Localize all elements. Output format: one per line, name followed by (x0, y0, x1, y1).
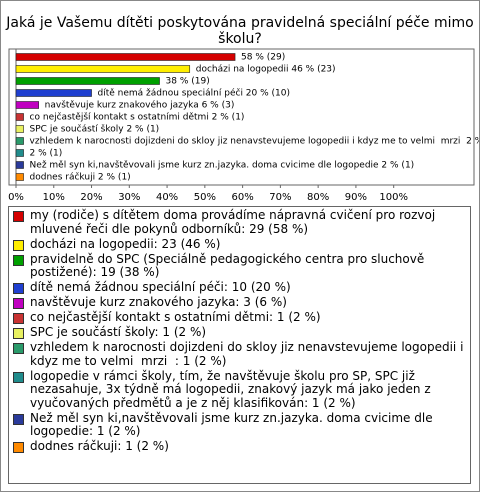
legend-label: navštěvuje kurz znakového jazyka: 3 (6 %… (30, 295, 287, 309)
legend-label: dodnes ráčkuji: 1 (2 %) (30, 439, 169, 453)
x-tick-label: 60% (231, 192, 253, 203)
legend-item: dítě nemá žádnou speciální péči: 10 (20 … (13, 280, 466, 295)
legend-item: my (rodiče) s dítětem doma provádíme náp… (13, 208, 466, 236)
x-tick-label: 0% (8, 192, 24, 203)
value-label: vzhledem k narocnosti dojizdeni do skloy… (30, 137, 479, 147)
bar (15, 101, 39, 109)
x-tick-label: 20% (80, 192, 102, 203)
value-label: navštěvuje kurz znakového jazyka 6 % (3) (45, 100, 235, 111)
legend-swatch (13, 328, 24, 339)
legend-swatch (13, 442, 24, 453)
bar (15, 173, 24, 181)
legend-item: logopedie v rámci školy, tím, že navštěv… (13, 368, 466, 411)
bar (15, 77, 160, 85)
legend-label: docházi na logopedii: 23 (46 %) (30, 236, 221, 251)
bar (15, 113, 24, 121)
x-tick-label: 10% (43, 192, 65, 203)
legend-item: Než měl syn ki,navštěvovali jsme kurz zn… (13, 410, 466, 439)
chart-title: Jaká je Vašemu dítěti poskytována pravid… (6, 15, 474, 47)
legend-swatch (13, 313, 24, 324)
legend-swatch (13, 413, 24, 425)
legend-item: SPC je součástí školy: 1 (2 %) (13, 325, 466, 340)
value-label: Než měl syn ki,navštěvovali jsme kurz zn… (30, 160, 415, 171)
legend-label: SPC je součástí školy: 1 (2 %) (30, 325, 207, 339)
chart: 0% 10% 20% 30% 40% 50% 60% 70% 80% 90% 100% 58 % (2… (8, 48, 479, 203)
bar (15, 53, 236, 61)
value-label: dodnes ráčkuji 2 % (1) (30, 172, 131, 183)
legend-item: vzhledem k narocnosti dojizdeni do skloy… (13, 340, 468, 368)
legend-swatch (13, 254, 24, 266)
value-label: 38 % (19) (166, 77, 210, 87)
bar (15, 125, 24, 133)
legend-swatch (13, 239, 24, 251)
value-label: co nejčastější kontakt s ostatními dětmi… (30, 112, 245, 123)
legend-swatch (13, 211, 24, 222)
plot-frame (8, 48, 475, 186)
bar (15, 161, 24, 169)
legend-swatch (13, 343, 24, 354)
legend-label: vzhledem k narocnosti dojizdeni do skloy… (30, 340, 468, 368)
legend-label: co nejčastější kontakt s ostatními dětmi… (30, 310, 321, 324)
value-label: 2 % (1) (30, 149, 63, 159)
value-label: SPC je součástí školy 2 % (1) (30, 124, 160, 135)
x-tick-label: 70% (269, 192, 291, 203)
legend-label: Než měl syn ki,navštěvovali jsme kurz zn… (30, 410, 437, 438)
legend-swatch (13, 371, 24, 383)
x-tick-label: 100% (379, 192, 408, 203)
legend-label: pravidelně do SPC (Speciálně pedagogické… (30, 251, 429, 279)
value-label: dítě nemá žádnou speciální péči 20 % (10… (98, 88, 290, 99)
legend-label: logopedie v rámci školy, tím, že navštěv… (30, 368, 435, 410)
bar (15, 149, 24, 157)
x-tick-label: 50% (194, 192, 216, 203)
legend-item: co nejčastější kontakt s ostatními dětmi… (13, 310, 466, 325)
legend-swatch (13, 283, 24, 294)
x-tick-label: 30% (118, 192, 140, 203)
bar (15, 89, 92, 97)
legend-item: docházi na logopedii: 23 (46 %) (13, 236, 466, 252)
legend-label: dítě nemá žádnou speciální péči: 10 (20 … (30, 280, 291, 294)
legend: my (rodiče) s dítětem doma provádíme náp… (8, 206, 471, 484)
value-label: 58 % (29) (241, 53, 285, 63)
legend-label: my (rodiče) s dítětem doma provádíme náp… (30, 208, 440, 236)
x-tick-label: 80% (307, 192, 329, 203)
bar (15, 137, 24, 145)
x-tick-label: 90% (345, 192, 367, 203)
legend-item: pravidelně do SPC (Speciálně pedagogické… (13, 251, 466, 280)
bar (15, 65, 191, 73)
legend-swatch (13, 298, 24, 309)
legend-item: dodnes ráčkuji: 1 (2 %) (13, 439, 466, 454)
x-tick-label: 40% (156, 192, 178, 203)
value-label: docházi na logopedii 46 % (23) (196, 65, 336, 75)
legend-item: navštěvuje kurz znakového jazyka: 3 (6 %… (13, 295, 466, 310)
